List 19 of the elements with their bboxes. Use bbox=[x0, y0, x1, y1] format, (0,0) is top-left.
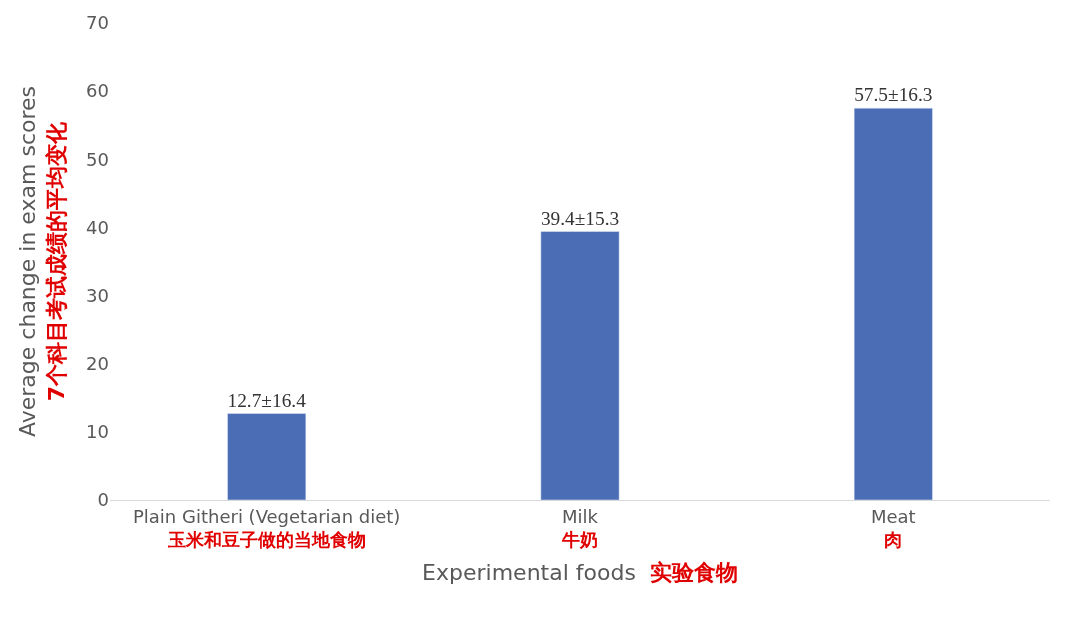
y-tick-label: 0 bbox=[97, 489, 109, 511]
data-label: 12.7±16.4 bbox=[227, 389, 307, 411]
data-label: 39.4±15.3 bbox=[540, 207, 620, 229]
y-tick-label: 40 bbox=[86, 216, 109, 238]
y-tick-label: 60 bbox=[86, 80, 109, 102]
data-label: 57.5±16.3 bbox=[854, 84, 933, 106]
x-tick-label: Meat 肉 bbox=[870, 505, 916, 550]
bar bbox=[853, 107, 933, 500]
x-tick-label: Plain Githeri (Vegetarian diet) 玉米和豆子做的当地食物 bbox=[132, 505, 401, 550]
bar bbox=[227, 413, 307, 500]
y-tick-label: 20 bbox=[86, 353, 109, 375]
y-tick-label: 70 bbox=[86, 12, 109, 34]
y-axis-title: Average change in exam scores 7个科目考试成绩的平均变化 bbox=[15, 86, 69, 437]
bar bbox=[540, 231, 620, 500]
x-tick-label: Milk 牛奶 bbox=[561, 505, 599, 550]
y-tick-label: 10 bbox=[86, 421, 109, 443]
y-tick-label: 30 bbox=[86, 284, 109, 306]
y-tick-label: 50 bbox=[86, 148, 109, 170]
x-axis-title: Experimental foods 实验食物 bbox=[422, 559, 738, 585]
